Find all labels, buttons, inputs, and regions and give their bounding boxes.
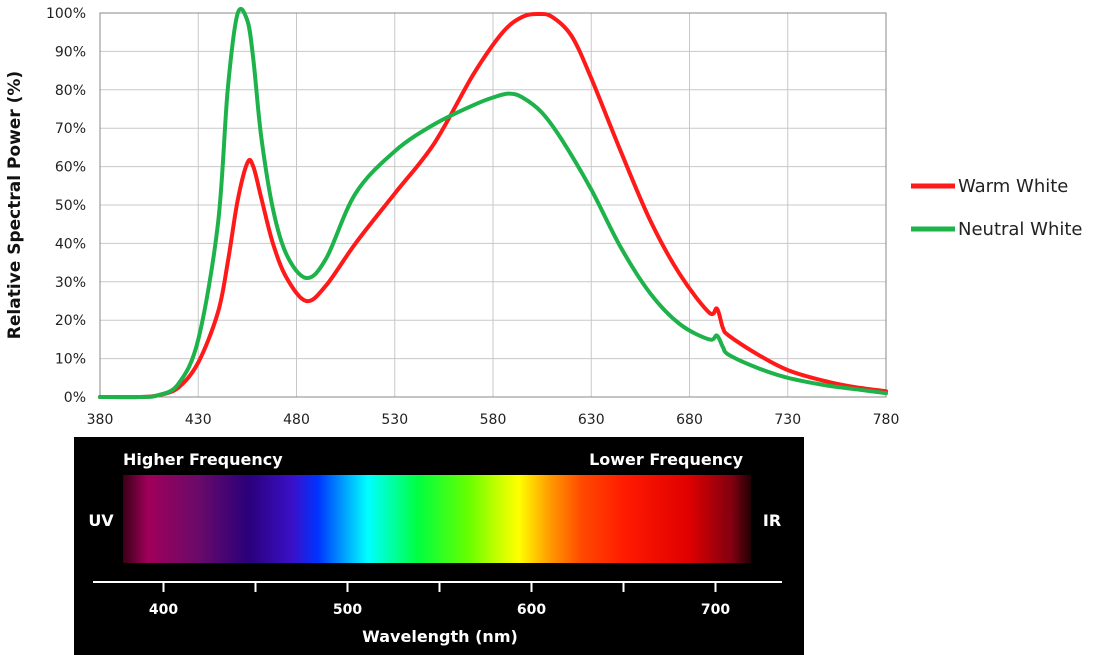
series-line-neutral-white [98, 7, 888, 400]
lower-frequency-label: Lower Frequency [589, 450, 744, 469]
y-tick-label: 40% [55, 236, 86, 252]
x-tick-label: 480 [283, 412, 310, 428]
x-tick-labels: 380 430 480 530 580 630 680 730 780 [87, 412, 900, 428]
chart-series [98, 7, 888, 400]
y-tick-label: 0% [64, 390, 86, 406]
legend: Warm White Neutral White [911, 176, 1083, 240]
x-tick-label: 530 [381, 412, 408, 428]
spectrum-tick-label: 700 [701, 602, 730, 618]
x-tick-label: 430 [185, 412, 212, 428]
y-tick-label: 100% [46, 6, 86, 22]
y-tick-label: 20% [55, 313, 86, 329]
spectrum-gradient-bar [123, 475, 751, 563]
series-line-warm-white [98, 11, 888, 400]
y-tick-label: 70% [55, 121, 86, 137]
plot-border [99, 12, 887, 398]
x-tick-label: 730 [774, 412, 801, 428]
legend-label-warm-white: Warm White [958, 176, 1068, 197]
y-tick-labels: 0% 10% 20% 30% 40% 50% 60% 70% 80% 90% 100% [46, 6, 86, 406]
uv-label: UV [88, 511, 114, 530]
ir-label: IR [763, 511, 781, 530]
x-tick-label: 680 [676, 412, 703, 428]
x-tick-label: 780 [873, 412, 900, 428]
x-tick-label: 380 [87, 412, 114, 428]
higher-frequency-label: Higher Frequency [123, 450, 283, 469]
y-tick-label: 30% [55, 275, 86, 291]
spectrum-panel: Higher Frequency Lower Frequency UV IR 4… [74, 437, 804, 655]
legend-label-neutral-white: Neutral White [958, 219, 1083, 240]
spectrum-axis-title: Wavelength (nm) [362, 627, 518, 646]
x-tick-label: 580 [480, 412, 507, 428]
y-tick-label: 60% [55, 160, 86, 176]
spectrum-ticks: 400 500 600 700 [149, 582, 730, 618]
x-tick-label: 630 [578, 412, 605, 428]
spectrum-tick-label: 500 [333, 602, 362, 618]
y-axis-label: Relative Spectral Power (%) [5, 71, 25, 339]
spectrum-tick-label: 600 [517, 602, 546, 618]
y-tick-label: 10% [55, 352, 86, 368]
spectrum-tick-label: 400 [149, 602, 178, 618]
y-tick-label: 80% [55, 83, 86, 99]
y-tick-label: 90% [55, 44, 86, 60]
y-tick-label: 50% [55, 198, 86, 214]
